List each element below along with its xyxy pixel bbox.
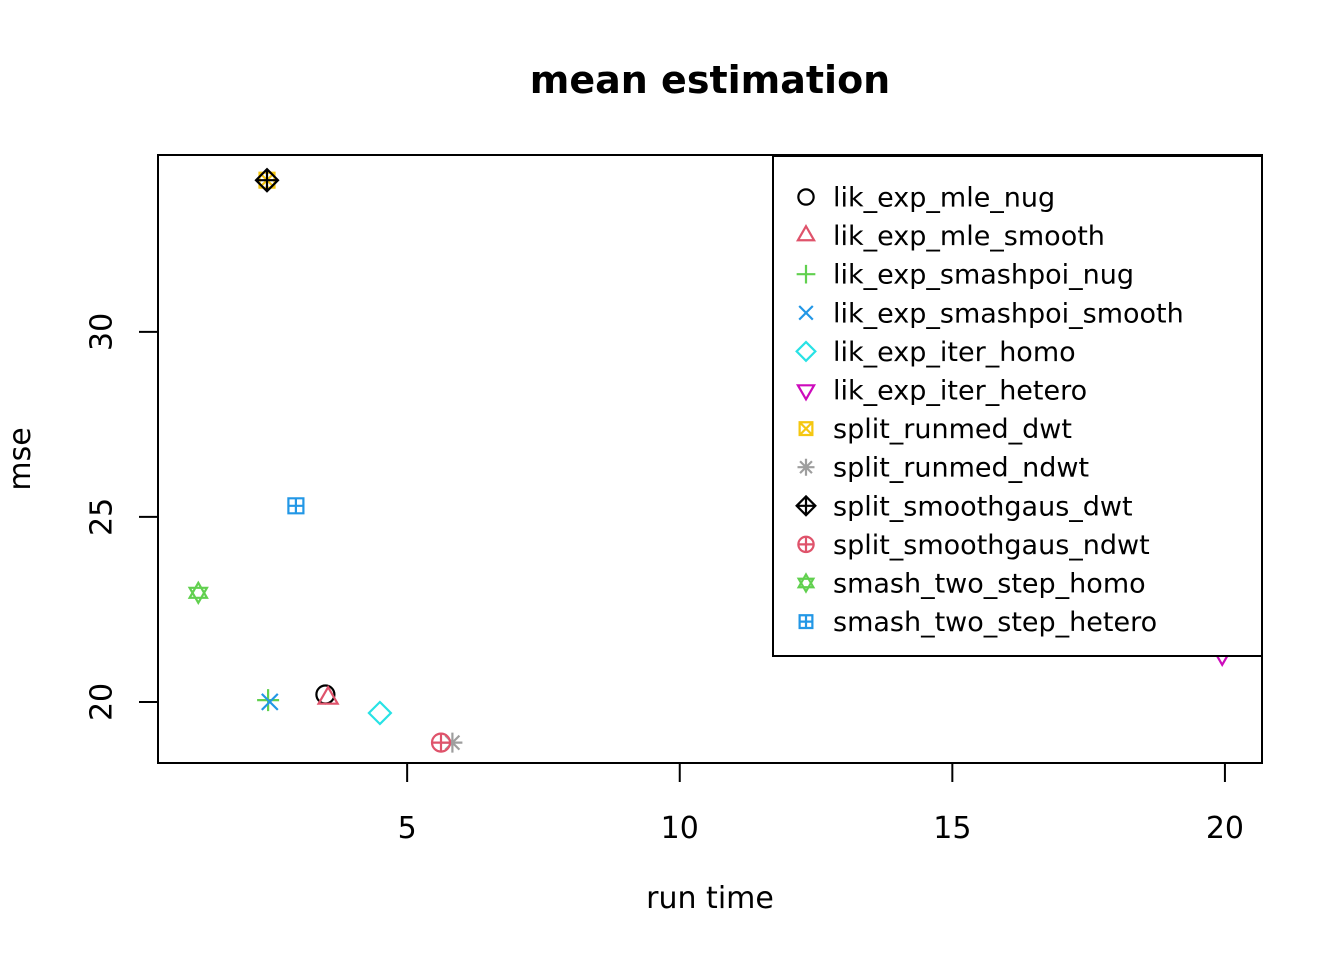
legend-symbol-diamond-plus-icon	[795, 494, 817, 517]
legend-item-lik_exp_mle_nug: lik_exp_mle_nug	[797, 182, 1055, 213]
data-points	[187, 167, 1234, 753]
legend-symbol-plus-icon	[796, 264, 816, 284]
legend-label: lik_exp_mle_smooth	[833, 221, 1105, 252]
legend-item-split_runmed_dwt: split_runmed_dwt	[798, 414, 1072, 445]
legend-symbol-square-plus-icon	[798, 614, 814, 630]
data-point-split_runmed_ndwt	[442, 732, 463, 753]
legend-symbol-triangle-up-icon	[795, 224, 817, 242]
x-tick-label: 5	[398, 811, 417, 846]
x-tick-label: 15	[933, 811, 971, 846]
data-point-smash_two_step_homo	[187, 580, 209, 606]
legend: lik_exp_mle_nug lik_exp_mle_smooth lik_exp…	[772, 155, 1263, 657]
x-axis-label: run time	[646, 881, 774, 916]
legend-item-lik_exp_iter_hetero: lik_exp_iter_hetero	[795, 375, 1087, 406]
legend-item-split_runmed_ndwt: split_runmed_ndwt	[797, 453, 1089, 484]
legend-label: lik_exp_smashpoi_smooth	[833, 298, 1184, 329]
legend-label: lik_exp_smashpoi_nug	[833, 260, 1134, 291]
legend-item-lik_exp_smashpoi_nug: lik_exp_smashpoi_nug	[796, 260, 1134, 291]
data-point-lik_exp_iter_homo	[367, 700, 393, 726]
legend-box	[772, 155, 1263, 657]
legend-label: lik_exp_iter_homo	[833, 337, 1076, 368]
legend-symbol-star-of-david-icon	[796, 572, 816, 594]
legend-symbol-circle-plus-icon	[797, 535, 815, 554]
legend-symbol-x-cross-icon	[798, 305, 814, 321]
chart-title: mean estimation	[530, 58, 890, 102]
y-axis-ticks: 20 25 30	[85, 313, 158, 721]
legend-item-smash_two_step_hetero: smash_two_step_hetero	[798, 607, 1157, 638]
y-tick-label: 20	[85, 683, 120, 721]
legend-label: split_smoothgaus_ndwt	[833, 530, 1150, 561]
legend-item-smash_two_step_homo: smash_two_step_homo	[796, 568, 1146, 599]
data-point-split_smoothgaus_dwt	[254, 167, 280, 193]
legend-symbol-diamond-icon	[795, 340, 817, 363]
legend-label: lik_exp_mle_nug	[833, 182, 1055, 213]
legend-label: split_smoothgaus_dwt	[833, 491, 1133, 522]
legend-label: smash_two_step_homo	[833, 568, 1146, 599]
legend-label: split_runmed_dwt	[833, 414, 1072, 445]
x-tick-label: 20	[1206, 811, 1244, 846]
x-axis-ticks: 5 10 15 20	[398, 763, 1244, 846]
x-tick-label: 10	[661, 811, 699, 846]
legend-label: split_runmed_ndwt	[833, 453, 1089, 484]
y-tick-label: 30	[85, 313, 120, 351]
data-point-split_smoothgaus_ndwt	[430, 732, 452, 753]
legend-item-lik_exp_smashpoi_smooth: lik_exp_smashpoi_smooth	[798, 298, 1184, 329]
data-point-smash_two_step_hetero	[287, 497, 305, 515]
legend-symbol-circle-icon	[797, 188, 815, 206]
legend-label: smash_two_step_hetero	[833, 607, 1157, 638]
legend-label: lik_exp_iter_hetero	[833, 375, 1087, 406]
legend-item-split_smoothgaus_ndwt: split_smoothgaus_ndwt	[797, 530, 1150, 561]
legend-item-lik_exp_iter_homo: lik_exp_iter_homo	[795, 337, 1076, 368]
legend-symbol-triangle-down-icon	[795, 384, 817, 402]
data-point-lik_exp_smashpoi_smooth	[261, 693, 279, 711]
legend-item-split_smoothgaus_dwt: split_smoothgaus_dwt	[795, 491, 1133, 522]
data-point-lik_exp_mle_smooth	[316, 685, 340, 705]
legend-symbol-asterisk-icon	[797, 458, 815, 476]
y-tick-label: 25	[85, 498, 120, 536]
y-axis-label: mse	[3, 427, 38, 490]
legend-symbol-square-x-icon	[798, 421, 814, 437]
legend-item-lik_exp_mle_smooth: lik_exp_mle_smooth	[795, 221, 1105, 252]
